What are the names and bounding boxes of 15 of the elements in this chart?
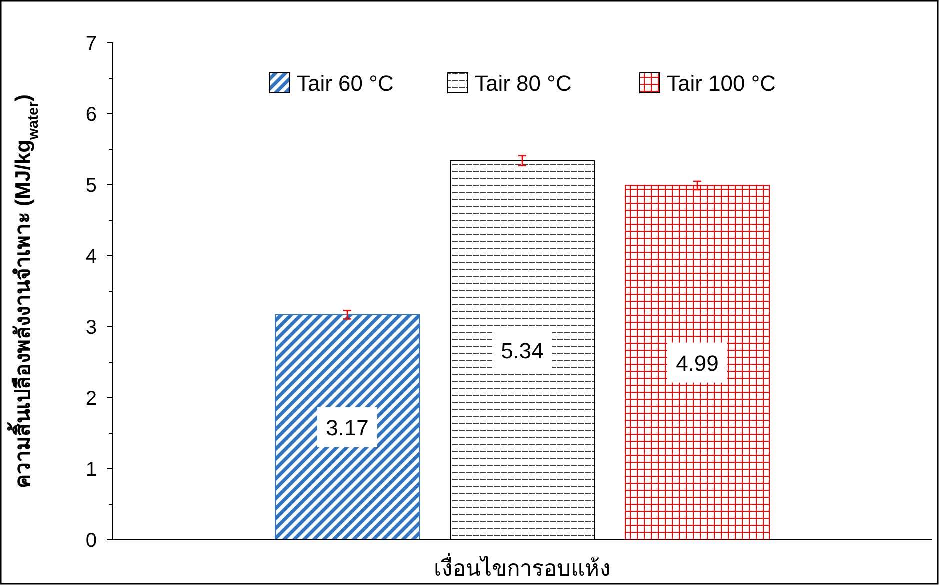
legend-label: Tair 60 °C: [297, 71, 394, 96]
data-label: 3.17: [326, 415, 369, 440]
y-tick-label: 4: [86, 246, 97, 268]
legend-label: Tair 80 °C: [475, 71, 572, 96]
data-label: 5.34: [501, 338, 544, 364]
x-axis-title: เงื่อนไขการอบแห้ง: [434, 553, 611, 581]
y-tick-label: 6: [86, 104, 97, 126]
y-tick-label: 5: [86, 175, 97, 197]
y-tick-label: 0: [86, 530, 97, 552]
legend-label: Tair 100 °C: [667, 71, 776, 96]
data-label: 4.99: [676, 350, 719, 376]
y-tick-label: 3: [86, 317, 97, 339]
y-tick-label: 1: [86, 459, 97, 481]
y-tick-label: 2: [86, 388, 97, 410]
y-tick-label: 7: [86, 33, 97, 55]
